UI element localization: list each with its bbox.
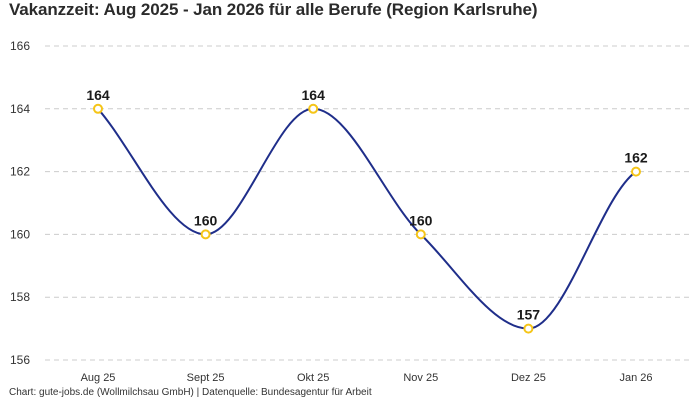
chart-source-footer: Chart: gute-jobs.de (Wollmilchsau GmbH) … (9, 387, 372, 398)
data-label: 160 (409, 212, 433, 228)
data-point-marker (631, 166, 641, 177)
x-axis-tick-label: Okt 25 (297, 372, 329, 384)
x-axis-tick-label: Sept 25 (187, 372, 225, 384)
data-label: 160 (194, 212, 218, 228)
y-axis-tick-label: 166 (10, 39, 30, 53)
series-line (97, 107, 637, 330)
data-label: 157 (517, 307, 541, 323)
data-point-marker (415, 229, 426, 240)
x-axis-tick-label: Jan 26 (619, 372, 652, 384)
x-axis-tick-label: Nov 25 (403, 372, 438, 384)
data-label: 162 (624, 150, 648, 166)
x-axis-tick-label: Aug 25 (81, 372, 116, 384)
y-axis-tick-label: 162 (10, 165, 30, 179)
data-label: 164 (302, 87, 326, 103)
x-axis-tick-label: Dez 25 (511, 372, 546, 384)
y-axis-tick-label: 160 (10, 227, 30, 241)
chart-title: Vakanzzeit: Aug 2025 - Jan 2026 für alle… (9, 0, 538, 19)
y-axis-tick-label: 156 (10, 353, 30, 367)
data-point-marker (308, 103, 319, 114)
y-axis-tick-label: 164 (10, 102, 30, 116)
data-point-marker (93, 103, 103, 114)
data-label: 164 (86, 87, 110, 103)
y-axis-tick-label: 158 (10, 290, 30, 304)
data-point-marker (200, 229, 211, 240)
data-point-marker (523, 323, 534, 334)
